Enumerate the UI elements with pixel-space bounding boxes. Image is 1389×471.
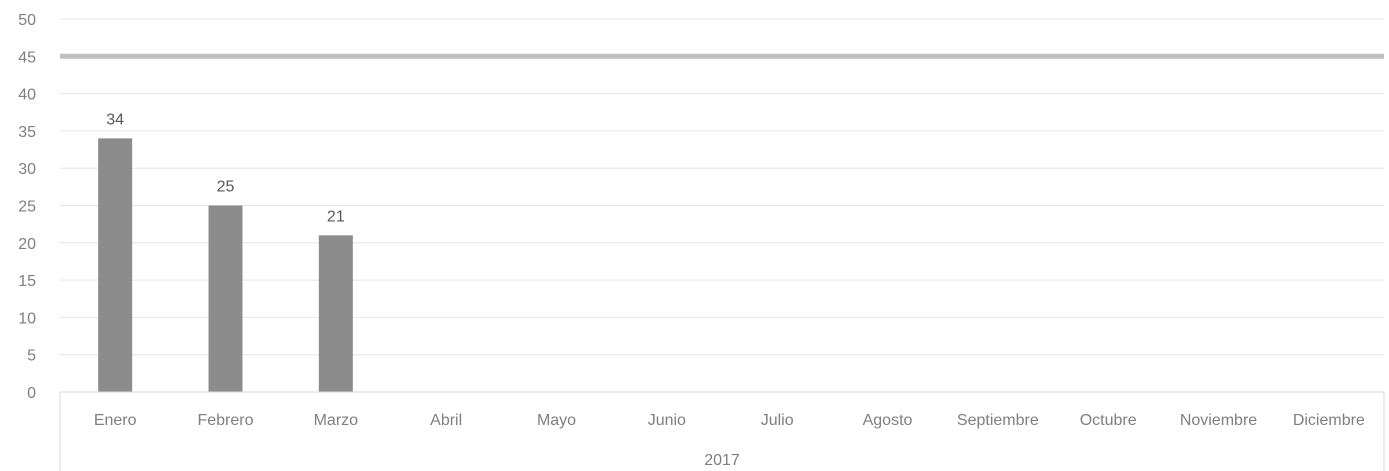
category-labels: Enero Febrero Marzo Abril Mayo Junio Julio Agos… — [94, 412, 1365, 429]
y-tick-label-50: 50 — [18, 12, 36, 29]
axis-frame — [59, 391, 1385, 471]
x-tick-label-abril: Abril — [430, 412, 462, 429]
y-tick-label-40: 40 — [18, 87, 36, 104]
x-tick-label-julio: Julio — [761, 412, 794, 429]
data-labels: 34 25 21 — [106, 111, 345, 225]
y-tick-label-10: 10 — [18, 310, 36, 327]
data-label-enero: 34 — [106, 111, 124, 128]
y-tick-label-35: 35 — [18, 124, 36, 141]
x-tick-label-agosto: Agosto — [863, 412, 913, 429]
x-tick-label-marzo: Marzo — [314, 412, 359, 429]
x-tick-label-noviembre: Noviembre — [1180, 412, 1257, 429]
bar-enero — [98, 138, 133, 392]
bar-febrero — [208, 205, 243, 392]
y-axis-ticks: 0 5 10 15 20 25 30 35 40 45 50 — [18, 12, 36, 402]
y-tick-label-0: 0 — [27, 385, 36, 402]
y-tick-label-45: 45 — [18, 49, 36, 66]
gridlines — [60, 18, 1384, 356]
y-tick-label-5: 5 — [27, 348, 36, 365]
y-tick-label-30: 30 — [18, 161, 36, 178]
data-label-febrero: 25 — [217, 179, 235, 196]
x-tick-label-mayo: Mayo — [537, 412, 576, 429]
group-label-2017: 2017 — [704, 452, 740, 469]
y-tick-label-25: 25 — [18, 199, 36, 216]
x-tick-label-octubre: Octubre — [1080, 412, 1137, 429]
x-tick-label-septiembre: Septiembre — [957, 412, 1039, 429]
data-label-marzo: 21 — [327, 208, 345, 225]
x-tick-label-diciembre: Diciembre — [1293, 412, 1365, 429]
x-tick-label-enero: Enero — [94, 412, 137, 429]
x-tick-label-febrero: Febrero — [197, 412, 253, 429]
bar-marzo — [318, 235, 353, 392]
x-tick-label-junio: Junio — [648, 412, 686, 429]
y-tick-label-20: 20 — [18, 236, 36, 253]
bars — [98, 138, 353, 392]
y-tick-label-15: 15 — [18, 273, 36, 290]
